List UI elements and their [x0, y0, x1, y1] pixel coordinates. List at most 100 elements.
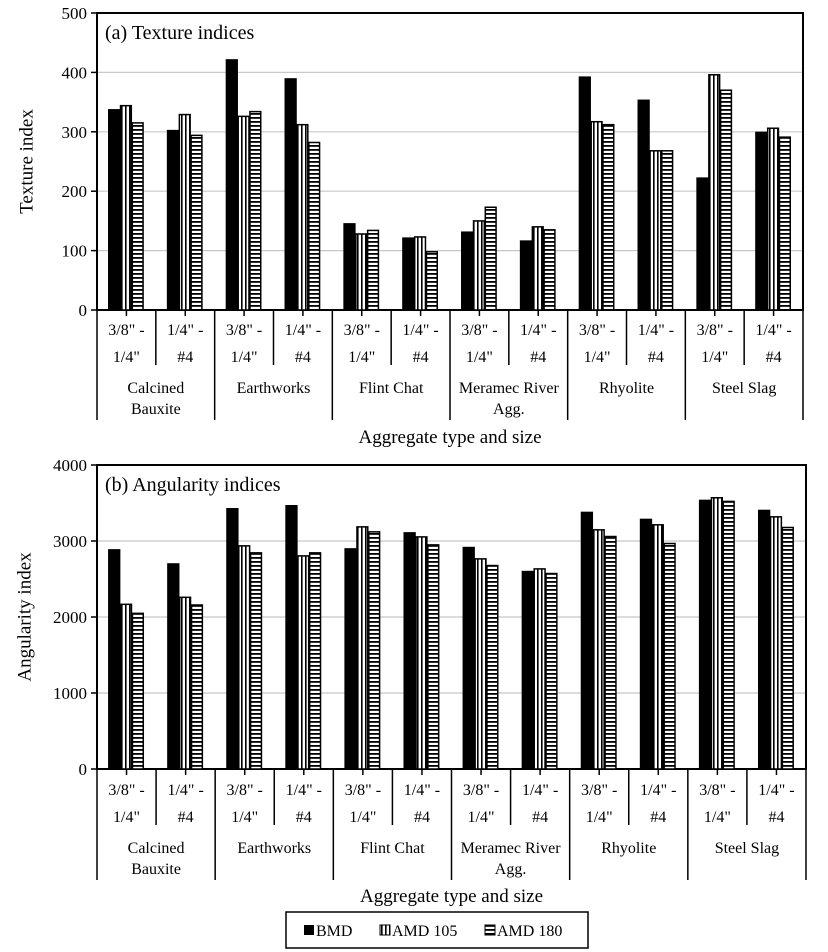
x-size-label-line2: 1/4": [113, 349, 140, 366]
x-group-label: Meramec River: [459, 380, 560, 397]
bar-bmd: [696, 177, 709, 311]
bar-bmd: [108, 549, 121, 770]
x-size-label-line2: #4: [648, 349, 664, 366]
x-size-label-line1: 1/4" -: [402, 322, 438, 339]
bar-bmd: [521, 570, 534, 770]
bar-amd180: [663, 542, 676, 770]
x-size-label-line1: 1/4" -: [520, 322, 556, 339]
x-size-label-line2: 1/4": [468, 809, 495, 826]
x-size-label-line1: 3/8" -: [461, 322, 497, 339]
x-size-label-line1: 3/8" -: [463, 782, 499, 799]
bar-amd105: [119, 603, 133, 770]
bar-amd105: [531, 226, 544, 311]
chart-title: (b) Angularity indices: [105, 474, 281, 496]
x-group-label: Earthworks: [237, 840, 311, 857]
x-size-label-line2: 1/4": [113, 809, 140, 826]
bar-bmd: [578, 76, 591, 311]
x-size-label-line2: #4: [178, 809, 194, 826]
bar-amd180: [781, 526, 794, 770]
legend: BMD AMD 105 AMD 180: [285, 911, 589, 949]
x-size-label-line1: 1/4" -: [404, 782, 440, 799]
bar-bmd: [755, 131, 768, 311]
x-size-label-line1: 3/8" -: [579, 322, 615, 339]
x-size-label-line2: 1/4": [231, 349, 258, 366]
bar-amd105: [178, 596, 192, 770]
bar-amd180: [131, 612, 145, 770]
x-size-label-line2: #4: [413, 349, 429, 366]
y-tick-label: 2000: [53, 608, 87, 627]
x-size-label-line1: 3/8" -: [226, 322, 262, 339]
bar-amd180: [722, 500, 735, 770]
bar-amd105: [119, 104, 133, 311]
x-size-label-line2: #4: [650, 809, 666, 826]
x-axis-label: Aggregate type and size: [360, 886, 543, 907]
bar-amd180: [249, 552, 263, 770]
x-size-label-line2: #4: [296, 809, 312, 826]
bar-amd105: [533, 568, 546, 770]
x-group-label: Calcined: [127, 380, 184, 397]
y-tick-label: 0: [79, 301, 88, 320]
bar-amd105: [356, 526, 369, 770]
bar-amd180: [368, 531, 381, 770]
x-size-label-line2: 1/4": [586, 809, 613, 826]
x-size-label-line2: #4: [414, 809, 430, 826]
x-group-label: Rhyolite: [601, 840, 656, 857]
x-axis-label: Aggregate type and size: [358, 427, 541, 448]
bar-bmd: [344, 548, 357, 770]
x-size-label-line1: 1/4" -: [640, 782, 676, 799]
x-size-label-line2: 1/4": [231, 809, 258, 826]
bar-amd105: [413, 236, 427, 311]
legend-swatch-amd105: [379, 924, 391, 936]
bar-amd105: [592, 529, 605, 770]
legend-swatch-bmd: [304, 925, 314, 935]
x-size-label-line1: 3/8" -: [345, 782, 381, 799]
x-size-label-line2: 1/4": [701, 349, 728, 366]
bar-amd105: [710, 497, 724, 770]
bar-amd105: [472, 220, 486, 311]
bar-amd180: [661, 150, 674, 311]
x-size-label-line2: #4: [295, 349, 311, 366]
bar-amd105: [474, 558, 487, 770]
bar-amd105: [296, 123, 309, 311]
bar-bmd: [639, 518, 653, 770]
bar-amd105: [355, 233, 368, 311]
legend-box: [285, 911, 589, 949]
x-group-label: Calcined: [128, 840, 185, 857]
x-size-label-line1: 1/4" -: [167, 322, 203, 339]
bar-amd180: [425, 251, 438, 311]
x-size-label-line1: 3/8" -: [108, 782, 144, 799]
bar-bmd: [580, 511, 594, 770]
x-group-label-line2: Bauxite: [131, 401, 181, 418]
x-group-label: Meramec River: [461, 840, 562, 857]
x-size-label-line2: 1/4": [584, 349, 611, 366]
bar-amd105: [178, 113, 191, 311]
bar-bmd: [167, 563, 180, 770]
bar-bmd: [757, 509, 771, 770]
x-size-label-line1: 1/4" -: [167, 782, 203, 799]
bar-bmd: [166, 129, 180, 311]
bar-amd105: [415, 536, 428, 770]
x-size-label-line2: #4: [530, 349, 546, 366]
bar-amd105: [590, 120, 603, 311]
x-size-label-line1: 1/4" -: [638, 322, 674, 339]
x-size-label-line1: 1/4" -: [286, 782, 322, 799]
bar-bmd: [461, 231, 474, 311]
y-tick-label: 1000: [53, 684, 87, 703]
bar-amd180: [602, 123, 615, 311]
x-size-label-line2: #4: [768, 809, 784, 826]
legend-label-amd105: AMD 105: [392, 923, 457, 940]
bar-bmd: [285, 504, 298, 770]
bar-amd180: [484, 206, 497, 311]
bar-amd180: [604, 535, 617, 770]
bar-amd105: [237, 115, 250, 311]
x-group-label-line2: Bauxite: [131, 861, 181, 878]
x-group-label: Flint Chat: [360, 840, 425, 857]
bar-amd180: [719, 89, 733, 311]
y-tick-label: 500: [62, 4, 88, 23]
bar-amd105: [297, 555, 310, 770]
x-group-label: Steel Slag: [715, 840, 779, 857]
x-size-label-line2: 1/4": [349, 809, 376, 826]
bar-bmd: [225, 59, 238, 311]
chart-title: (a) Texture indices: [105, 22, 254, 44]
